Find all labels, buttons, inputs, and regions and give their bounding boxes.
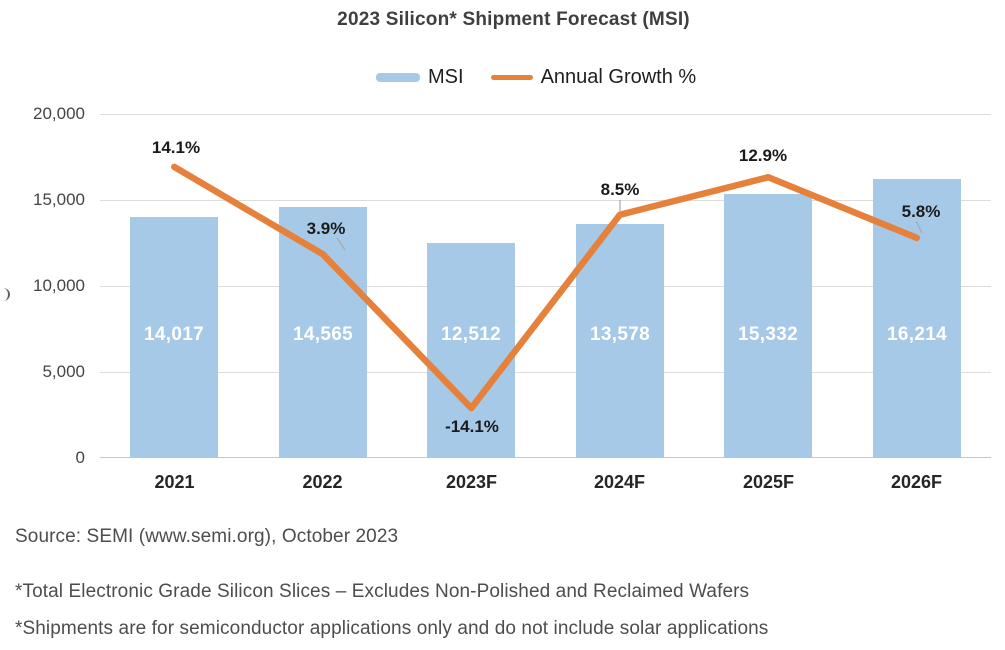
msi-bar	[427, 243, 515, 458]
x-axis-tick: 2023F	[445, 472, 498, 492]
y-axis-tick: 20,000	[33, 104, 85, 123]
gridline	[100, 114, 991, 115]
y-axis-tick: 15,000	[33, 190, 85, 209]
gridline	[100, 286, 991, 287]
x-axis-tick: 2026F	[890, 472, 943, 492]
legend-msi-swatch	[376, 72, 420, 82]
axis-title-fragment	[3, 288, 10, 301]
growth-pct-label: 3.9%	[306, 219, 346, 238]
msi-bar	[279, 207, 367, 458]
growth-pct-label: -14.1%	[445, 417, 499, 436]
y-axis-tick: 10,000	[33, 276, 85, 295]
bar-value-label: 13,578	[590, 324, 650, 345]
x-axis-tick: 2021	[154, 472, 195, 492]
plot-area: 14,017 14,565 12,512 13,578 15,332 16,21…	[100, 114, 991, 458]
pct-leader-line	[336, 237, 346, 251]
legend: MSI Annual Growth %	[376, 63, 696, 91]
annual-growth-line	[171, 163, 921, 412]
growth-line-layer	[171, 163, 923, 412]
x-axis-tick: 2024F	[593, 472, 646, 492]
source-note: Source: SEMI (www.semi.org), October 202…	[15, 526, 399, 547]
bar-value-label: 12,512	[441, 324, 501, 345]
gridline	[100, 372, 991, 373]
gridline	[100, 200, 991, 201]
msi-bar	[576, 224, 664, 458]
pct-leader-line	[915, 220, 923, 234]
msi-bar	[130, 217, 218, 458]
x-axis-tick: 2025F	[742, 472, 795, 492]
y-axis-tick: 0	[75, 448, 85, 467]
growth-pct-label: 8.5%	[600, 180, 640, 199]
footnote-semiconductor-only: *Shipments are for semiconductor applica…	[15, 618, 769, 639]
msi-bar	[724, 194, 812, 458]
growth-pct-label: 5.8%	[901, 202, 941, 221]
legend-growth-swatch	[490, 74, 533, 80]
bar-value-label: 14,017	[144, 324, 204, 345]
legend-growth-label: Annual Growth %	[540, 66, 697, 88]
x-axis-line	[100, 457, 991, 458]
bar-value-label: 14,565	[293, 324, 353, 345]
bar-value-label: 16,214	[887, 324, 947, 345]
growth-pct-label: 14.1%	[151, 138, 201, 157]
legend-msi-label: MSI	[428, 66, 464, 88]
growth-pct-label: 12.9%	[738, 146, 788, 165]
bar-value-label: 15,332	[738, 324, 798, 345]
footnote-silicon-slices: *Total Electronic Grade Silicon Slices –…	[15, 581, 750, 602]
y-axis-tick: 5,000	[42, 362, 85, 381]
x-axis-tick: 2022	[302, 472, 343, 492]
chart-title: 2023 Silicon* Shipment Forecast (MSI)	[337, 9, 690, 30]
